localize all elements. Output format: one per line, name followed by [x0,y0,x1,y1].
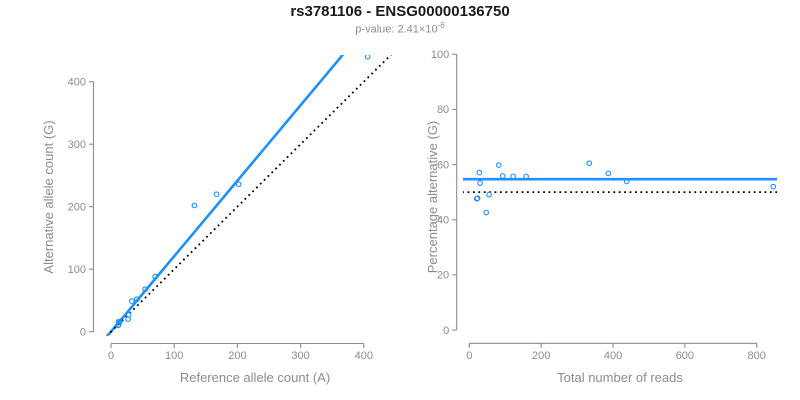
y-tick-label: 200 [68,202,86,214]
y-tick-label: 0 [80,327,86,339]
x-tick-label: 200 [228,350,246,362]
data-point [586,160,593,167]
p-value-exponent: -6 [437,21,445,30]
data-point [486,191,492,198]
data-point [523,173,529,180]
x-tick-label: 400 [604,350,622,362]
y-tick-label: 20 [437,270,449,282]
x-tick-label: 800 [748,350,766,362]
y-tick-label: 100 [431,49,449,61]
regression-fit [106,55,345,336]
data-point [623,178,630,185]
plot-title: rs3781106 - ENSG00000136750 [290,3,510,20]
x-tick-label: 0 [466,350,472,362]
data-point [483,209,490,216]
plot-area [463,160,777,216]
total-reads-axis-label: Total number of reads [557,370,683,385]
data-point [499,173,506,179]
x-tick-label: 600 [676,350,694,362]
data-point [476,169,483,176]
y-tick-label: 0 [443,325,449,337]
x-tick-label: 300 [291,350,309,362]
x-tick-label: 200 [532,350,550,362]
reference-allele-axis-label: Reference allele count (A) [179,370,331,385]
y-tick-label: 400 [68,77,86,89]
allele-count-scatter: 0 100 200 300 400 0 100 200 300 400 [68,55,393,362]
data-point [129,298,135,304]
x-tick-label: 100 [165,350,183,362]
y-tick-label: 100 [68,264,86,276]
plot-area [105,55,393,336]
data-point [495,162,502,168]
data-point [477,180,483,186]
p-value-subtitle: p-value: 2.41×10-6 [0,21,800,36]
alternative-allele-axis-label: Alternative allele count (G) [41,120,56,274]
data-point [134,296,140,303]
data-point [474,195,481,202]
y-tick-label: 40 [437,215,449,227]
data-point [142,286,148,293]
data-point [364,55,371,60]
data-point [510,173,516,180]
p-value-base: p-value: 2.41×10 [355,23,438,36]
data-point [152,273,159,280]
data-point [191,202,198,209]
data-point [116,318,123,325]
data-point [115,321,122,328]
y-tick-label: 80 [437,104,449,116]
data-point [235,181,242,188]
percentage-alternative-axis-label: Percentage alternative (G) [425,120,440,274]
y-tick-label: 60 [437,159,449,171]
x-tick-label: 0 [108,350,114,362]
data-point [213,191,220,198]
y-tick-label: 300 [68,139,86,151]
x-tick-label: 400 [355,350,373,362]
identity-line [105,55,393,336]
data-point [770,183,777,190]
data-point [605,170,612,177]
data-point [125,311,132,318]
percentage-reads-scatter: 0 200 400 600 800 0 20 40 60 80 100 [431,49,777,362]
